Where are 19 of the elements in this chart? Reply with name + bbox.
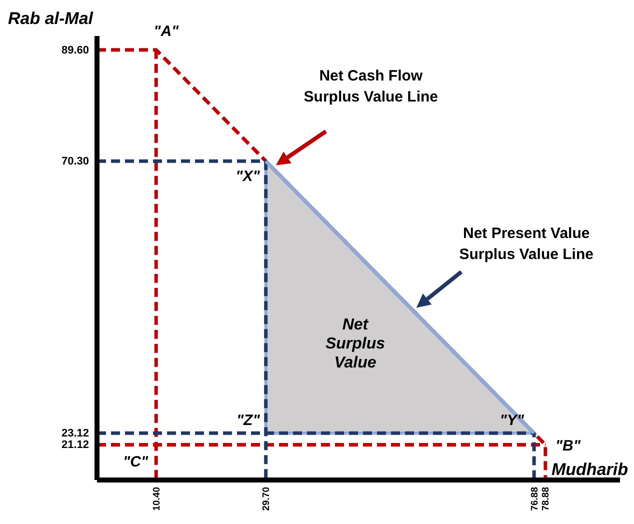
y-tick-label: 21.12 <box>61 439 89 452</box>
x-axis-title: Mudharib <box>552 460 628 479</box>
annotation: Net Cash Flow Surplus Value Line <box>304 67 438 106</box>
y-axis-title: Rab al-Mal <box>8 9 94 28</box>
annotation: "A" <box>154 22 180 40</box>
y-tick-label: 89.60 <box>61 44 89 56</box>
annotation: Net Present Value Surplus Value Line <box>459 224 594 263</box>
annotation: "B" <box>555 438 582 455</box>
annotation: Net Surplus Value <box>325 316 386 372</box>
annotation: "X" <box>236 168 261 186</box>
x-tick-label: 78.88 <box>540 487 552 511</box>
x-tick-label: 29.70 <box>261 487 272 511</box>
annotation: "C" <box>123 454 150 471</box>
x-tick-label: 76.88 <box>529 487 540 511</box>
y-tick-label: 23.12 <box>61 428 89 440</box>
x-tick-label: 10.40 <box>151 487 162 511</box>
annotation: "Y" <box>500 412 525 430</box>
annotation: "Z" <box>236 412 261 430</box>
y-tick-label: 70.30 <box>61 156 89 168</box>
